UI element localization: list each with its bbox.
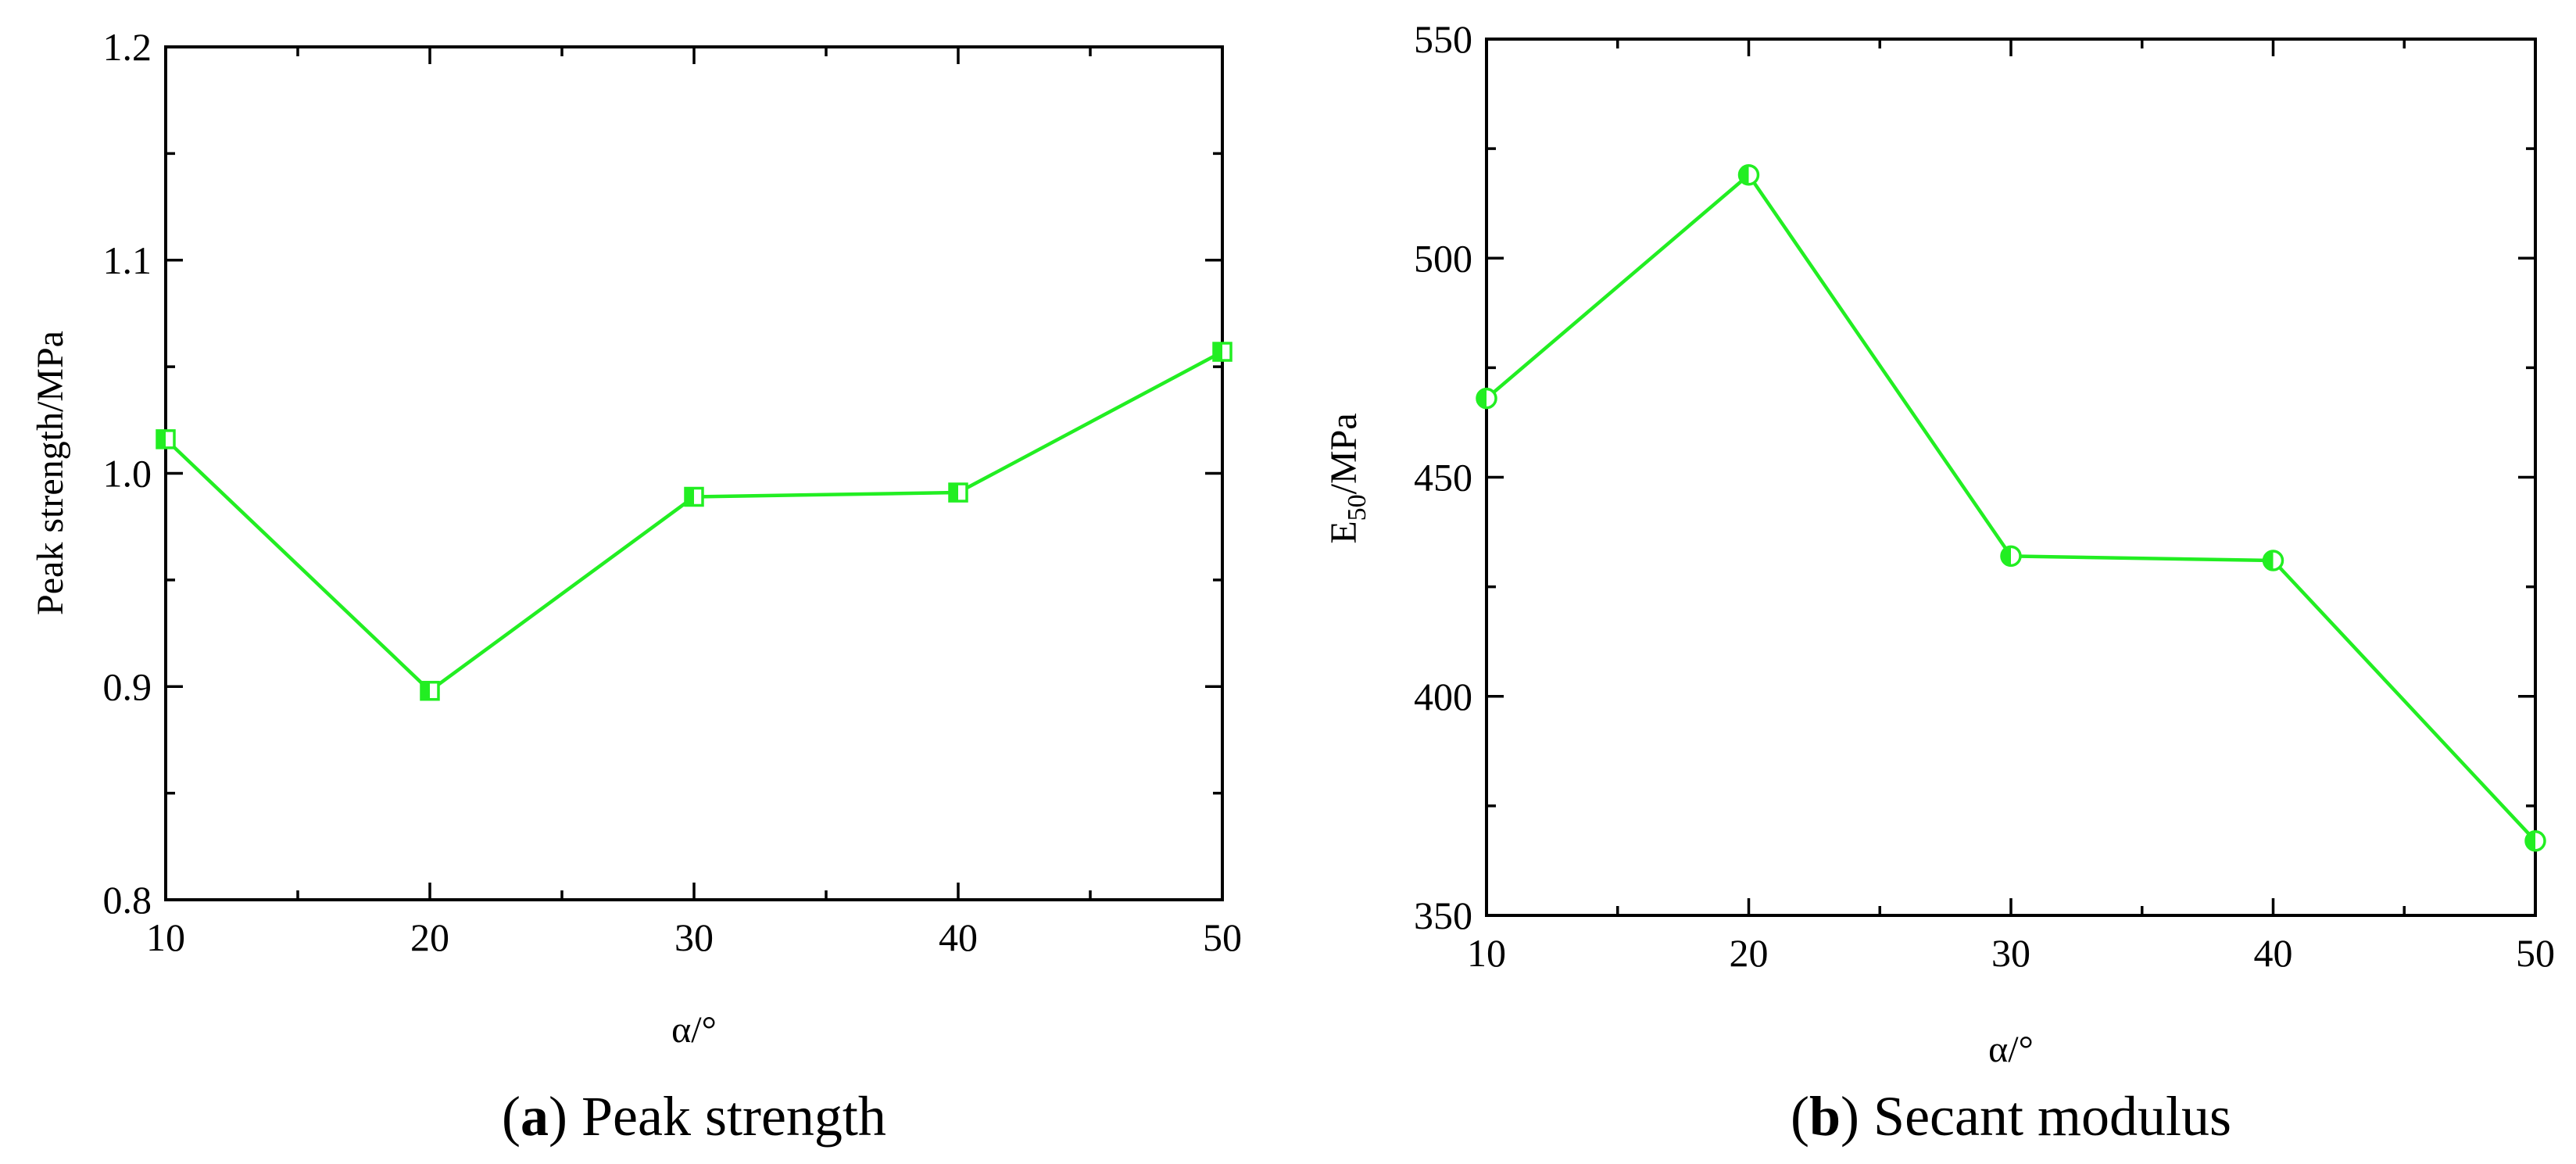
data-point (420, 680, 440, 701)
plot-frame-a (164, 45, 1224, 901)
y-tick-label: 350 (1414, 894, 1472, 937)
y-axis-label-b: E50/MPa (1323, 413, 1372, 543)
y-tick-label: 450 (1414, 456, 1472, 500)
x-tick-label: 40 (2254, 931, 2293, 975)
ticks-b: 10 20 30 40 50 350 400 450 500 550 (1414, 17, 2555, 975)
y-tick-label: 500 (1414, 236, 1472, 280)
x-tick-label: 50 (2516, 931, 2555, 975)
y-tick-label: 0.9 (103, 664, 152, 708)
y-tick-label: 400 (1414, 675, 1472, 718)
data-point (156, 429, 176, 449)
panel-peak-strength: 10 20 30 40 50 0.8 0.9 1.0 1.1 1.2 α/° Peak stren… (30, 25, 1242, 1148)
data-point (948, 482, 968, 503)
ticks-a: 10 20 30 40 50 0.8 0.9 1.0 1.1 1.2 (103, 25, 1243, 959)
y-axis-label-b-main: E (1323, 521, 1365, 543)
y-tick-label: 1.0 (103, 452, 152, 496)
x-tick-label: 10 (146, 915, 185, 959)
data-point (2000, 545, 2022, 568)
y-tick-label: 550 (1414, 17, 1472, 61)
y-tick-label: 0.8 (103, 878, 152, 922)
data-points-b (1476, 164, 2546, 852)
series-line-a (164, 350, 1224, 693)
x-axis-label-a: α/° (671, 1009, 717, 1051)
x-tick-label: 20 (410, 915, 449, 959)
data-point (1737, 164, 1760, 186)
data-point (2524, 829, 2546, 852)
y-axis-label-b-rest: /MPa (1323, 413, 1365, 494)
data-points-a (156, 342, 1233, 701)
x-tick-label: 10 (1467, 931, 1506, 975)
data-point (2262, 550, 2284, 571)
data-point (684, 486, 704, 507)
series-line-b (1485, 173, 2537, 843)
x-tick-label: 30 (1991, 931, 2030, 975)
y-tick-label: 1.1 (103, 238, 152, 282)
series-line (1485, 173, 2537, 843)
data-point (1476, 387, 1497, 410)
x-tick-label: 20 (1730, 931, 1769, 975)
x-tick-label: 40 (939, 915, 978, 959)
data-point (1212, 342, 1233, 362)
caption-letter-b: b (1809, 1085, 1841, 1148)
x-tick-label: 50 (1203, 915, 1242, 959)
x-tick-label: 30 (674, 915, 714, 959)
caption-a: (a) Peak strength (502, 1085, 886, 1148)
series-line (164, 350, 1224, 693)
caption-letter-a: a (521, 1085, 549, 1148)
caption-b: (b) Secant modulus (1791, 1085, 2231, 1148)
y-axis-label-b-sub: 50 (1343, 494, 1372, 521)
y-tick-label: 1.2 (103, 25, 152, 69)
y-axis-label-a: Peak strength/MPa (30, 331, 71, 615)
plot-frame-b (1485, 38, 2537, 917)
x-axis-label-b: α/° (1988, 1029, 2034, 1070)
